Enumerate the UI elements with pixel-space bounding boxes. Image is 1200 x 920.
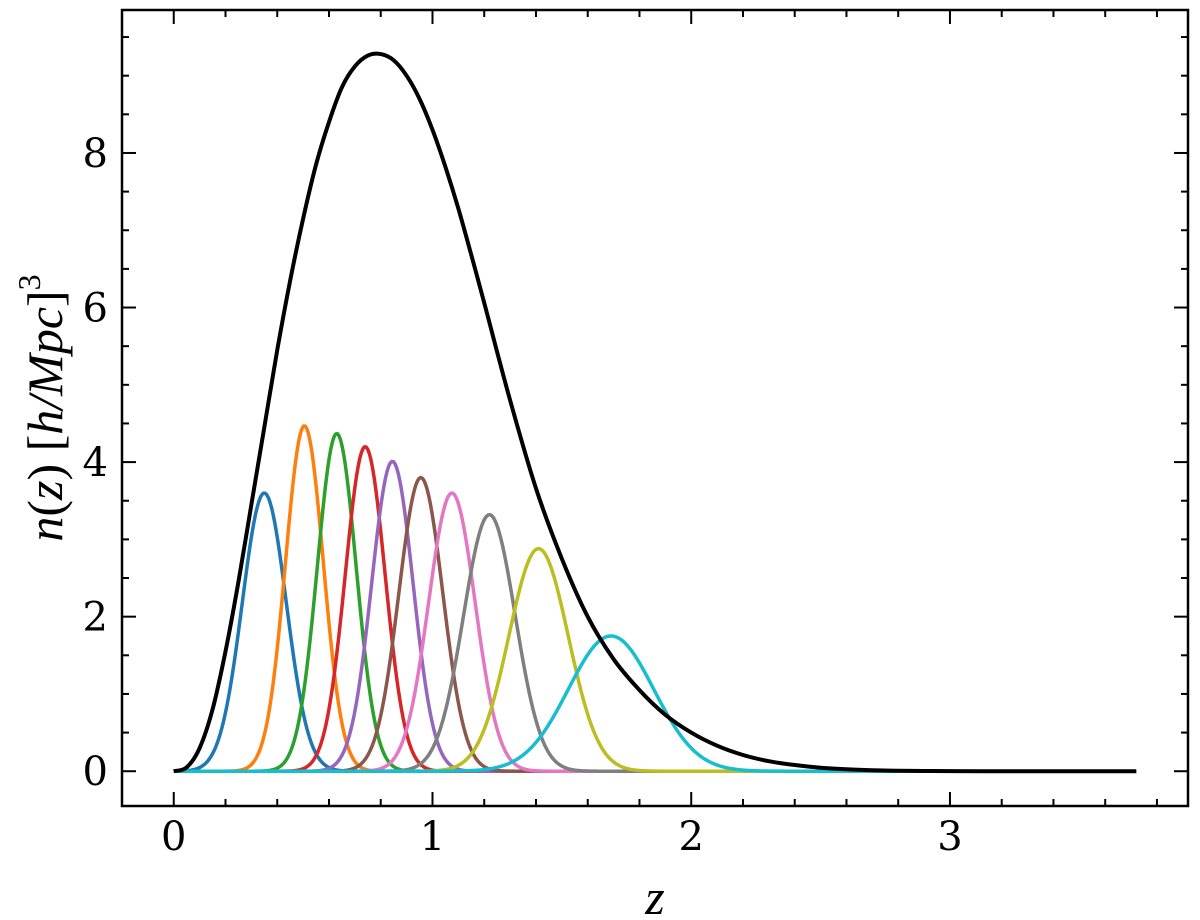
bin-curve-2	[173, 424, 1137, 773]
bin-curve-3	[173, 431, 1137, 773]
y-label-mpc: Mpc	[17, 307, 73, 397]
y-tick-label: 8	[83, 131, 108, 177]
curves-group	[173, 51, 1137, 774]
x-tick-label: 1	[420, 814, 445, 860]
x-tick-label: 2	[678, 814, 703, 860]
y-label-bracket-close: ]	[17, 290, 73, 307]
y-label-n: n	[17, 517, 73, 542]
bin-curve-9	[173, 546, 1137, 773]
x-tick-label: 0	[161, 814, 186, 860]
y-label-h: h	[17, 410, 73, 435]
y-tick-label: 2	[83, 595, 108, 641]
y-label-z: z	[17, 481, 73, 501]
y-label-paren-close: )	[17, 464, 73, 481]
y-label-slash: /	[17, 392, 73, 413]
bin-curve-1	[173, 491, 1137, 773]
y-label-paren-open: (	[17, 500, 73, 517]
y-label-bracket-open: [	[17, 435, 73, 464]
y-axis-label: n(z) [h/Mpc]3	[11, 274, 73, 541]
y-tick-label: 4	[83, 440, 108, 486]
x-axis-label: z	[644, 869, 664, 920]
bin-curve-7	[173, 491, 1137, 773]
x-tick-label: 3	[937, 814, 962, 860]
total-distribution-curve	[173, 51, 1137, 774]
y-tick-label: 0	[83, 749, 108, 795]
tick-labels-group: 0 1 2 3 0 2 4 6 8	[83, 131, 963, 860]
plot-frame	[120, 8, 1190, 808]
y-label-exponent: 3	[11, 274, 47, 290]
y-tick-label: 6	[83, 286, 108, 332]
ticks-group	[122, 10, 1188, 806]
